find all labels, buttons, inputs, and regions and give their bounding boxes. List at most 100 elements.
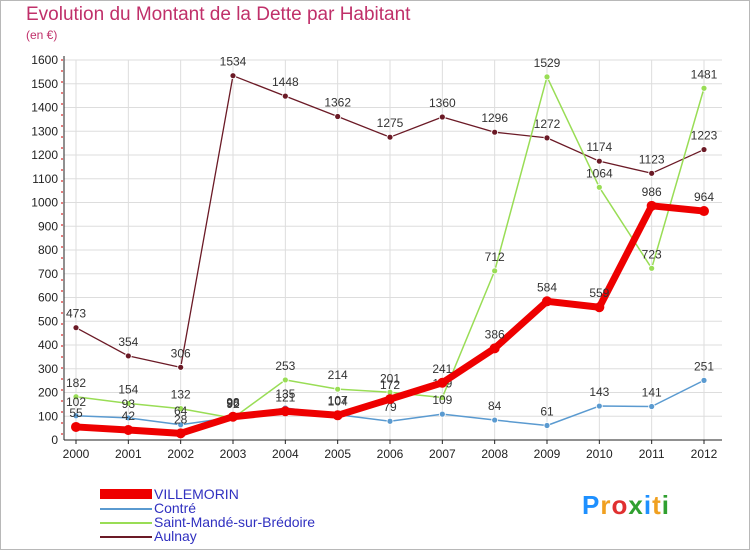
data-point-contr- xyxy=(491,416,499,424)
data-point-aulnay xyxy=(72,324,80,332)
x-tick-label: 2008 xyxy=(481,447,508,461)
y-tick-label: 1500 xyxy=(31,77,58,91)
data-point-saint-mand-sur-br-doire xyxy=(334,385,342,393)
legend-swatch xyxy=(100,522,152,524)
data-point-saint-mand-sur-br-doire xyxy=(543,73,551,81)
data-label-saint-mand-sur-br-doire: 182 xyxy=(66,376,86,390)
y-tick-label: 900 xyxy=(38,219,58,233)
x-tick-label: 2011 xyxy=(639,447,665,461)
data-label-villemorin: 104 xyxy=(328,394,348,408)
data-point-contr- xyxy=(648,403,656,410)
data-label-saint-mand-sur-br-doire: 201 xyxy=(380,371,400,385)
y-tick-label: 0 xyxy=(51,433,58,447)
y-tick-label: 1400 xyxy=(31,101,58,115)
data-point-contr- xyxy=(124,414,132,422)
y-tick-label: 800 xyxy=(38,243,58,257)
logo-letter: P xyxy=(582,490,601,520)
data-point-aulnay xyxy=(386,133,394,141)
data-label-villemorin: 964 xyxy=(694,190,714,204)
data-label-saint-mand-sur-br-doire: 132 xyxy=(171,388,191,402)
data-label-aulnay: 1275 xyxy=(377,116,404,130)
data-point-villemorin xyxy=(699,206,709,217)
data-point-saint-mand-sur-br-doire xyxy=(595,183,603,191)
x-tick-label: 2000 xyxy=(63,447,90,461)
data-label-aulnay: 1448 xyxy=(272,75,299,89)
data-label-saint-mand-sur-br-doire: 723 xyxy=(642,247,662,261)
y-tick-label: 100 xyxy=(38,409,58,423)
data-point-villemorin xyxy=(437,377,448,388)
legend-swatch xyxy=(100,536,152,538)
data-point-saint-mand-sur-br-doire xyxy=(72,393,80,401)
data-label-aulnay: 1272 xyxy=(534,117,561,131)
data-point-contr- xyxy=(595,402,603,410)
data-point-contr- xyxy=(177,421,185,429)
data-label-villemorin: 986 xyxy=(642,185,662,199)
data-label-contr-: 141 xyxy=(642,386,662,400)
y-tick-label: 1300 xyxy=(31,124,58,138)
data-point-contr- xyxy=(700,376,708,384)
data-label-contr-: 251 xyxy=(694,359,714,373)
x-tick-label: 2003 xyxy=(220,447,247,461)
data-point-contr- xyxy=(386,417,394,425)
y-tick-label: 300 xyxy=(38,362,58,376)
y-tick-label: 200 xyxy=(38,386,58,400)
data-label-villemorin: 98 xyxy=(226,396,240,410)
data-point-aulnay xyxy=(438,113,446,121)
data-label-saint-mand-sur-br-doire: 712 xyxy=(485,250,505,264)
data-label-villemorin: 559 xyxy=(589,286,609,300)
data-point-villemorin xyxy=(123,425,134,436)
data-label-saint-mand-sur-br-doire: 92 xyxy=(226,397,240,411)
data-label-aulnay: 473 xyxy=(66,307,86,321)
data-label-contr-: 102 xyxy=(66,395,86,409)
data-label-aulnay: 1123 xyxy=(639,152,665,166)
logo-letter: i xyxy=(643,490,653,520)
data-point-villemorin xyxy=(228,411,238,422)
logo-letter: i xyxy=(661,490,670,520)
data-point-contr- xyxy=(438,410,446,418)
data-label-aulnay: 1296 xyxy=(481,111,508,125)
y-tick-label: 1200 xyxy=(31,148,58,162)
y-tick-label: 500 xyxy=(38,314,58,328)
data-label-saint-mand-sur-br-doire: 1064 xyxy=(586,166,613,180)
y-tick-label: 400 xyxy=(38,338,58,352)
data-point-saint-mand-sur-br-doire xyxy=(124,400,132,407)
y-tick-label: 1000 xyxy=(31,196,58,210)
data-label-villemorin: 584 xyxy=(537,280,557,294)
data-point-contr- xyxy=(72,412,80,420)
data-label-aulnay: 1534 xyxy=(220,55,247,69)
x-tick-label: 2007 xyxy=(429,447,456,461)
data-label-villemorin: 386 xyxy=(485,327,505,341)
y-tick-label: 700 xyxy=(38,267,58,281)
data-point-villemorin xyxy=(280,406,291,417)
legend-label: Contré xyxy=(154,500,197,516)
logo-letter: r xyxy=(600,490,612,520)
legend-label: VILLEMORIN xyxy=(154,486,239,502)
data-label-aulnay: 1360 xyxy=(429,96,456,110)
data-label-contr-: 96 xyxy=(226,396,240,410)
y-tick-label: 1100 xyxy=(32,172,58,186)
data-point-saint-mand-sur-br-doire xyxy=(177,405,185,413)
data-point-aulnay xyxy=(491,128,499,136)
data-point-aulnay xyxy=(281,92,289,100)
data-label-saint-mand-sur-br-doire: 1481 xyxy=(691,67,718,81)
proxiti-logo: Proxiti xyxy=(582,490,670,521)
data-label-contr-: 143 xyxy=(589,385,609,399)
legend-label: Saint-Mandé-sur-Brédoire xyxy=(154,514,316,530)
data-point-villemorin xyxy=(332,410,343,421)
data-point-saint-mand-sur-br-doire xyxy=(281,376,289,384)
data-point-aulnay xyxy=(229,72,237,80)
data-point-villemorin xyxy=(71,421,81,432)
data-label-saint-mand-sur-br-doire: 154 xyxy=(118,382,138,396)
data-point-villemorin xyxy=(385,394,395,405)
legend-swatch xyxy=(100,508,152,510)
data-label-villemorin: 172 xyxy=(380,378,400,392)
legend-swatch xyxy=(100,489,152,499)
x-tick-label: 2010 xyxy=(586,447,613,461)
data-point-villemorin xyxy=(175,428,186,439)
x-tick-label: 2009 xyxy=(534,447,561,461)
data-point-aulnay xyxy=(648,169,656,177)
data-point-villemorin xyxy=(542,296,552,307)
data-point-contr- xyxy=(543,422,551,429)
data-label-saint-mand-sur-br-doire: 1529 xyxy=(534,56,561,70)
